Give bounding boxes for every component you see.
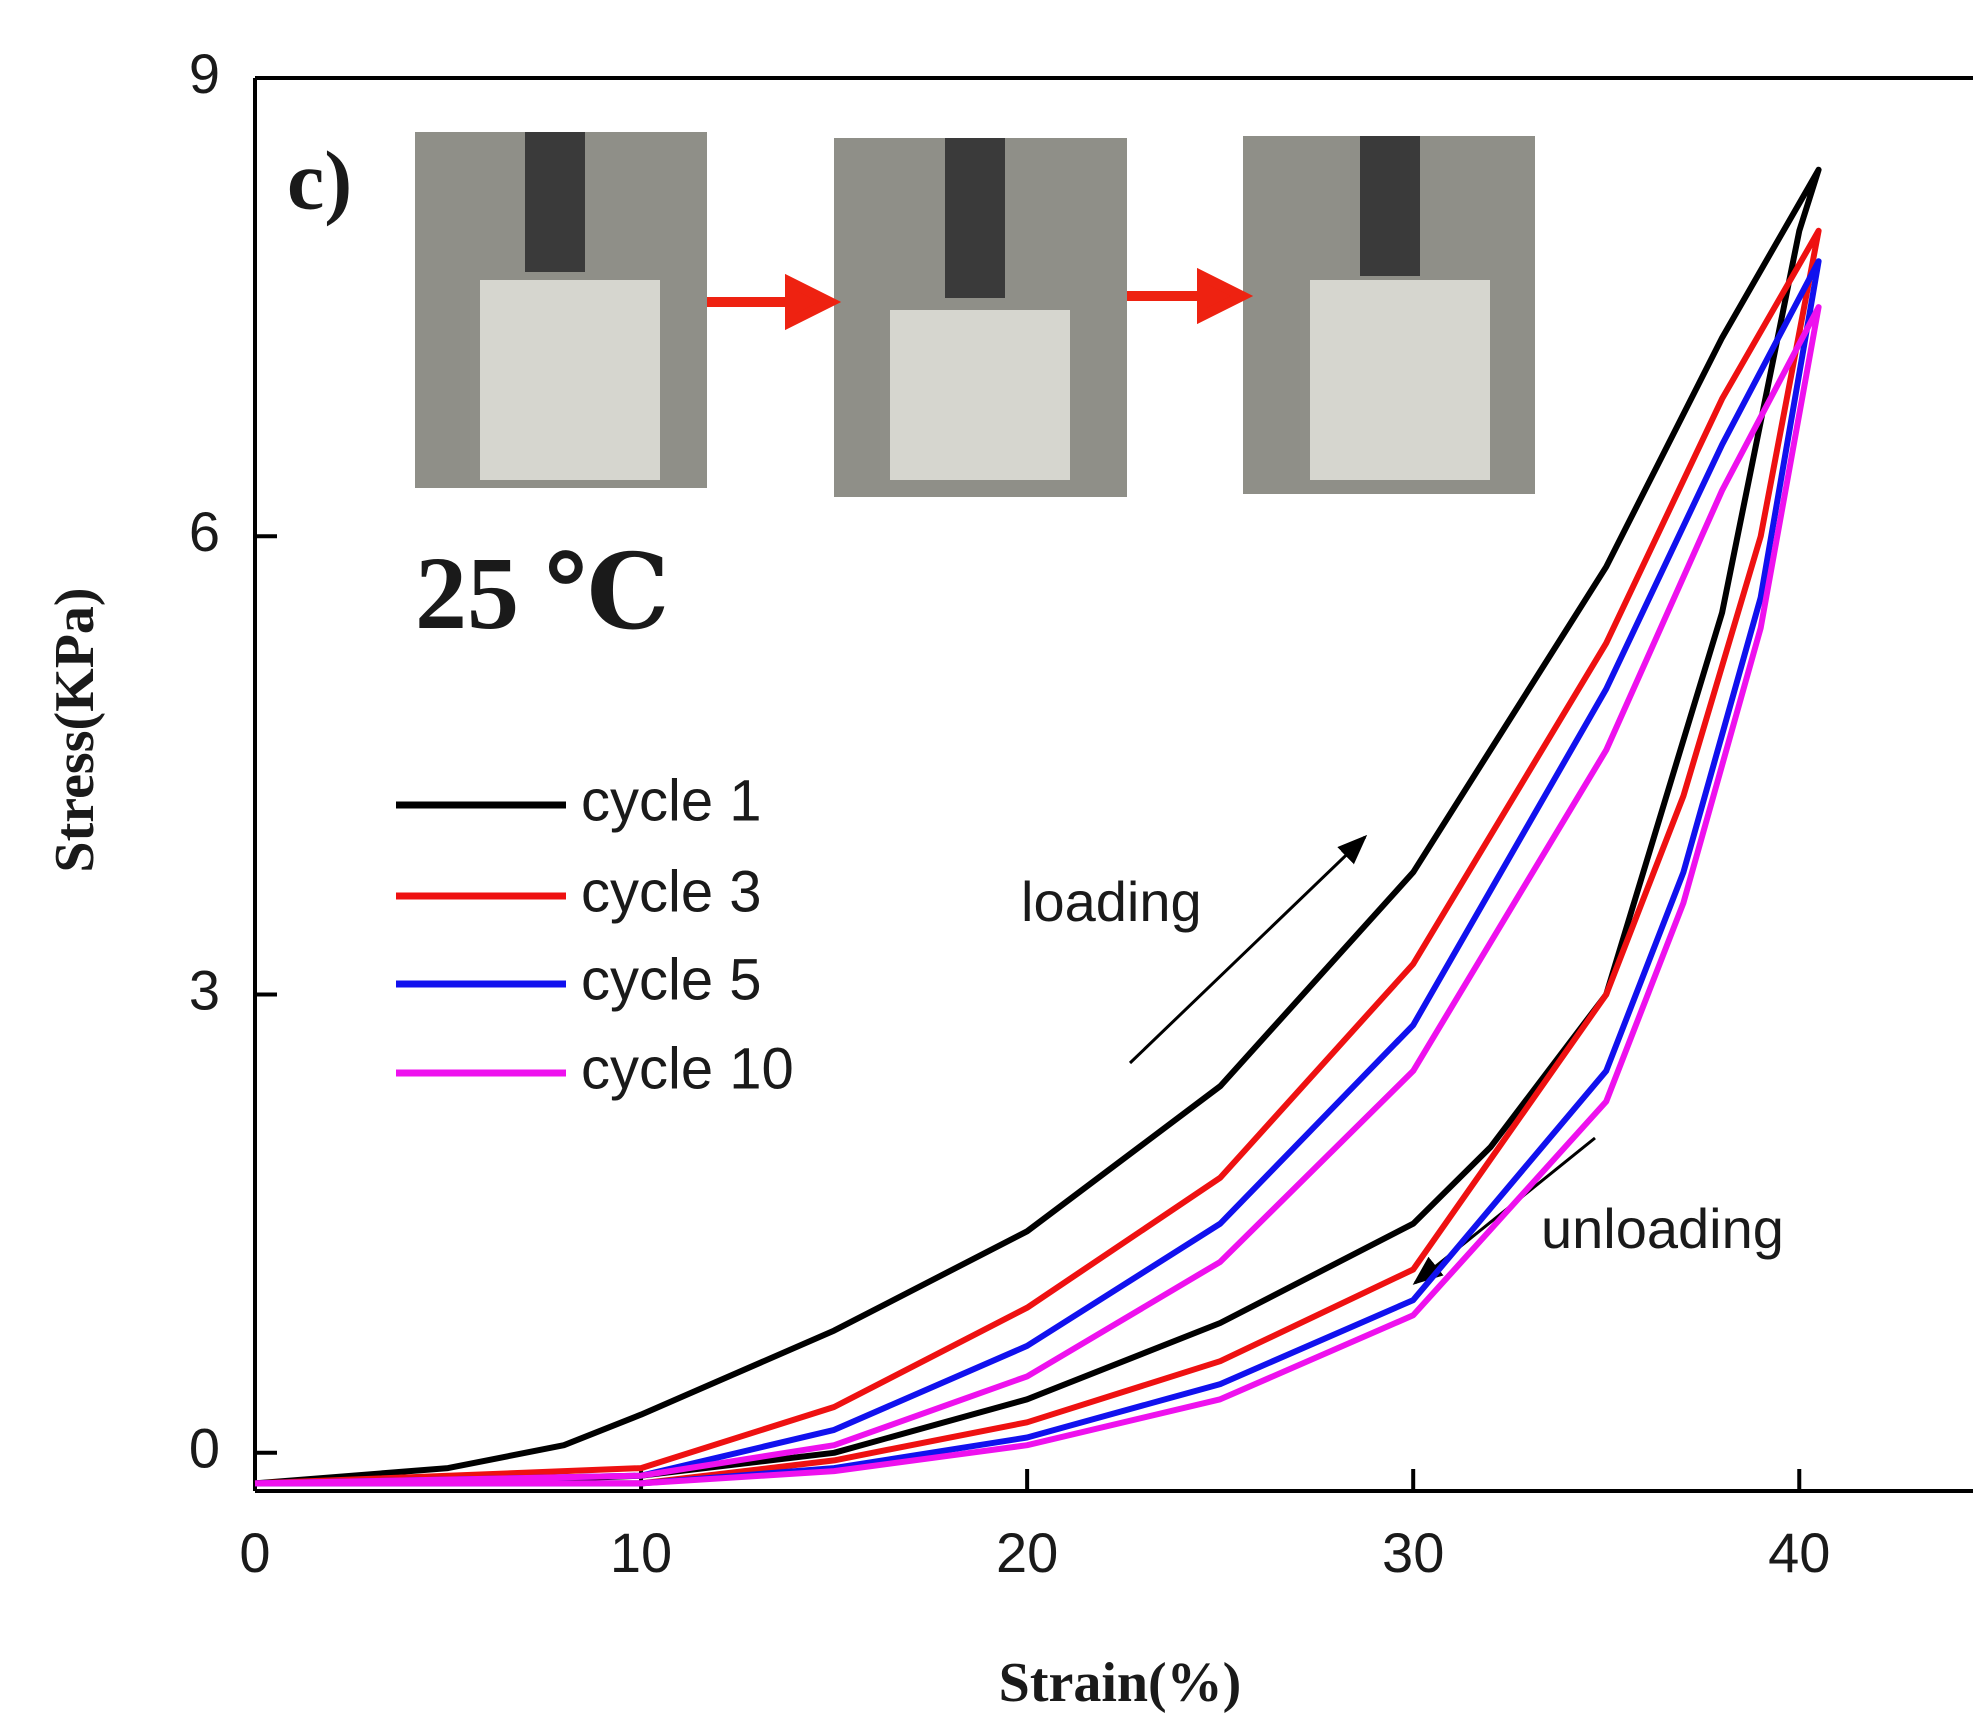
panel-label: c) [287,134,352,227]
legend-label: cycle 1 [581,768,762,833]
x-tick-label: 20 [996,1521,1058,1584]
arrow [1127,267,1254,325]
x-tick-label: 10 [610,1521,672,1584]
annotation: loading [1021,870,1202,933]
temperature-label: 25 ℃ [415,536,670,651]
x-tick-label: 0 [239,1521,270,1584]
arrow [707,273,842,331]
x-tick-label: 30 [1382,1521,1444,1584]
inset-photos [415,132,1535,497]
y-tick-label: 0 [189,1417,220,1480]
rod [525,132,585,272]
y-tick-label: 3 [189,958,220,1021]
annotation-arrow [1128,834,1368,1065]
rod [945,138,1005,298]
series-line [254,166,1822,1487]
sample [1310,280,1490,480]
legend-label: cycle 10 [581,1036,794,1101]
series-line [254,304,1822,1487]
y-tick-label: 9 [189,42,220,105]
series-line [254,227,1822,1487]
y-axis-title: Stress(KPa) [44,587,106,872]
series-line [254,258,1822,1487]
annotation: unloading [1541,1197,1784,1260]
x-axis-title: Strain(%) [999,1652,1242,1714]
x-tick-label: 40 [1768,1521,1830,1584]
sample [480,280,660,480]
sample [890,310,1070,480]
rod [1360,136,1420,276]
legend-label: cycle 5 [581,947,762,1012]
legend-label: cycle 3 [581,859,762,924]
y-tick-label: 6 [189,500,220,563]
